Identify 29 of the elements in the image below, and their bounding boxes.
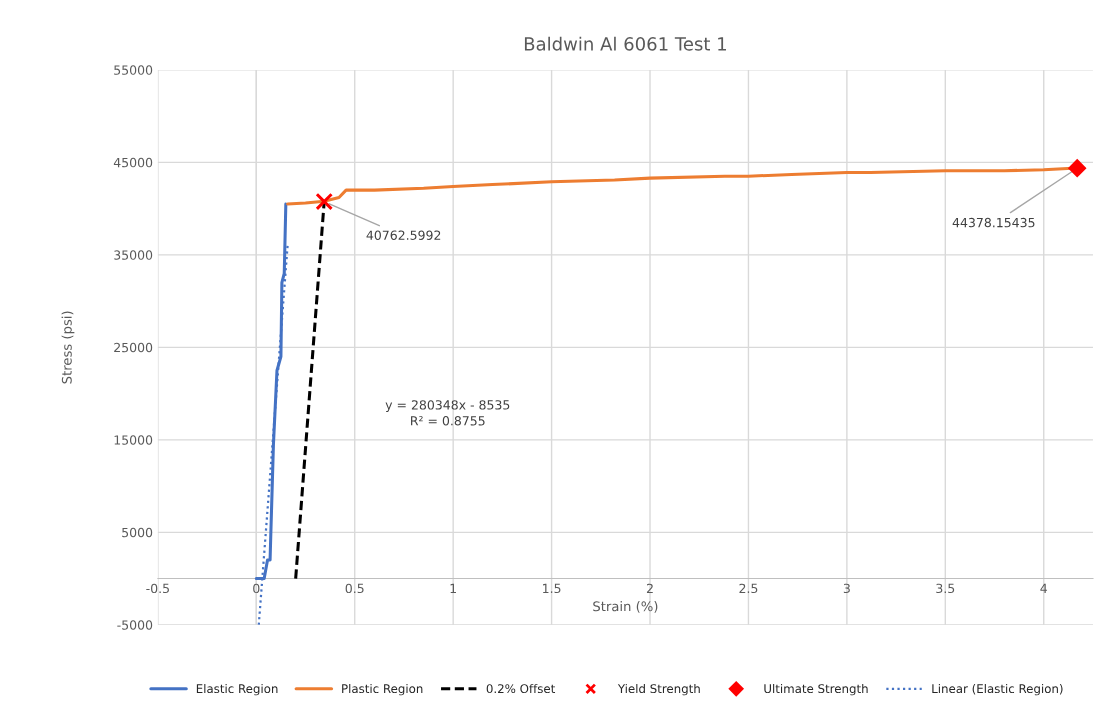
annotation: 44378.15435 <box>952 217 1035 228</box>
chart-title: Baldwin Al 6061 Test 1 <box>524 36 726 51</box>
annotation: y = 280348x - 8535 R² = 0.8755 <box>385 400 510 426</box>
annotation: 40762.5992 <box>366 230 441 240</box>
x-tick-label: 4 <box>1040 583 1048 593</box>
x-tick-label: 1 <box>450 583 456 593</box>
x-tick-label: 0.5 <box>345 583 364 594</box>
y-tick-label: 5000 <box>122 527 153 538</box>
legend-label: Ultimate Strength <box>764 683 868 696</box>
y-tick-label: 35000 <box>114 250 153 260</box>
x-tick-label: 0 <box>253 583 260 594</box>
legend-label: Elastic Region <box>196 683 278 696</box>
x-tick-label: -0.5 <box>146 583 169 594</box>
legend-label: Yield Strength <box>617 683 700 696</box>
legend-label: Linear (Elastic Region) <box>932 683 1063 696</box>
x-tick-label: 2 <box>646 583 653 593</box>
y-tick-label: 15000 <box>114 435 153 445</box>
y-tick-label: -5000 <box>117 620 153 630</box>
legend-label: 0.2% Offset <box>486 683 556 694</box>
y-tick-label: 25000 <box>114 342 153 353</box>
legend-label: Plastic Region <box>342 683 423 696</box>
x-tick-label: 1.5 <box>543 583 561 594</box>
x-tick-label: 3 <box>843 583 850 594</box>
y-tick-label: 55000 <box>114 65 153 75</box>
x-tick-label: 3.5 <box>936 583 955 594</box>
x-axis-title: Strain (%) <box>593 601 658 613</box>
y-tick-label: 45000 <box>113 157 153 168</box>
y-axis-title: Stress (psi) <box>61 311 75 384</box>
x-tick-label: 2.5 <box>739 583 758 594</box>
